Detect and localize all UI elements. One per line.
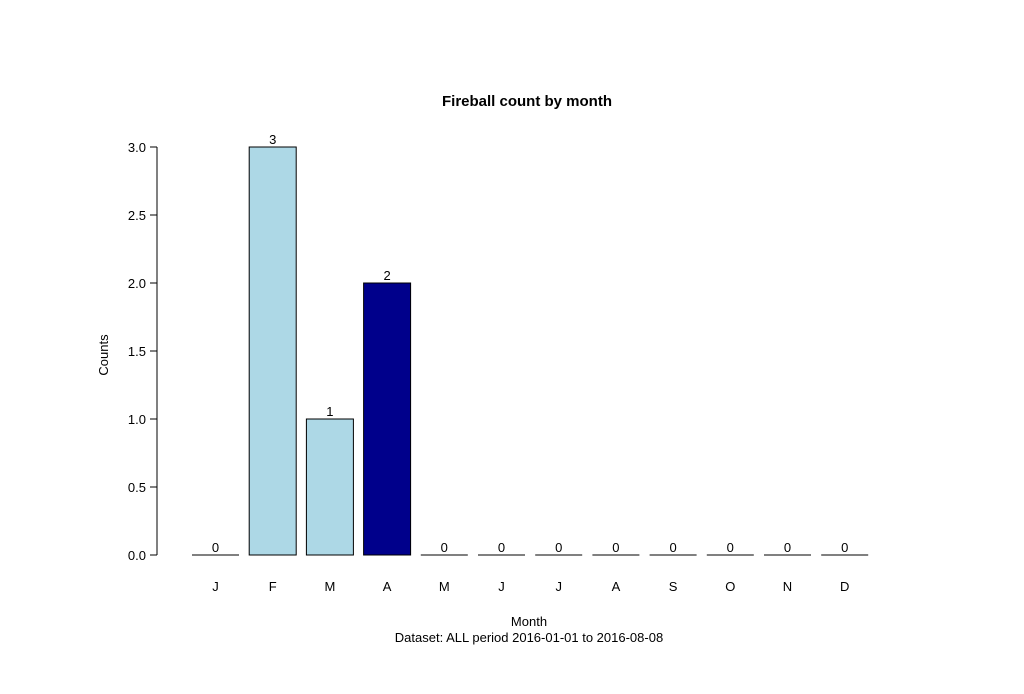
data-label: 3	[269, 132, 276, 147]
x-tick-label: J	[555, 579, 562, 594]
chart-subtitle: Dataset: ALL period 2016-01-01 to 2016-0…	[395, 630, 663, 645]
y-axis-label: Counts	[96, 334, 111, 376]
y-tick-label: 1.0	[128, 412, 146, 427]
data-label: 2	[383, 268, 390, 283]
data-label: 0	[612, 540, 619, 555]
y-tick-label: 0.5	[128, 480, 146, 495]
x-tick-label: M	[439, 579, 450, 594]
x-axis-label: Month	[511, 614, 547, 629]
y-axis: 0.0 0.5 1.0 1.5 2.0 2.5 3.0	[128, 140, 158, 563]
x-tick-label: M	[324, 579, 335, 594]
y-tick-label: 0.0	[128, 548, 146, 563]
x-tick-label: A	[383, 579, 392, 594]
data-label: 0	[441, 540, 448, 555]
x-tick-label: D	[840, 579, 849, 594]
data-label: 0	[841, 540, 848, 555]
y-tick-label: 2.5	[128, 208, 146, 223]
data-label: 0	[498, 540, 505, 555]
data-label: 0	[212, 540, 219, 555]
data-label: 0	[555, 540, 562, 555]
bars	[192, 146, 869, 556]
x-tick-label: S	[669, 579, 678, 594]
data-label: 0	[727, 540, 734, 555]
x-tick-label: A	[612, 579, 621, 594]
bar	[363, 282, 412, 556]
x-tick-label: F	[269, 579, 277, 594]
x-tick-label: J	[498, 579, 505, 594]
y-tick-label: 3.0	[128, 140, 146, 155]
chart-title: Fireball count by month	[442, 93, 612, 110]
data-label: 1	[326, 404, 333, 419]
y-tick-label: 2.0	[128, 276, 146, 291]
x-tick-label: J	[212, 579, 219, 594]
data-label: 0	[669, 540, 676, 555]
bar	[305, 418, 354, 556]
bar-labels: 0 3 1 2 0 0 0 0 0 0 0 0	[212, 132, 848, 555]
bar	[248, 146, 297, 556]
x-tick-label: O	[725, 579, 735, 594]
data-label: 0	[784, 540, 791, 555]
y-tick-label: 1.5	[128, 344, 146, 359]
x-tick-label: N	[783, 579, 792, 594]
